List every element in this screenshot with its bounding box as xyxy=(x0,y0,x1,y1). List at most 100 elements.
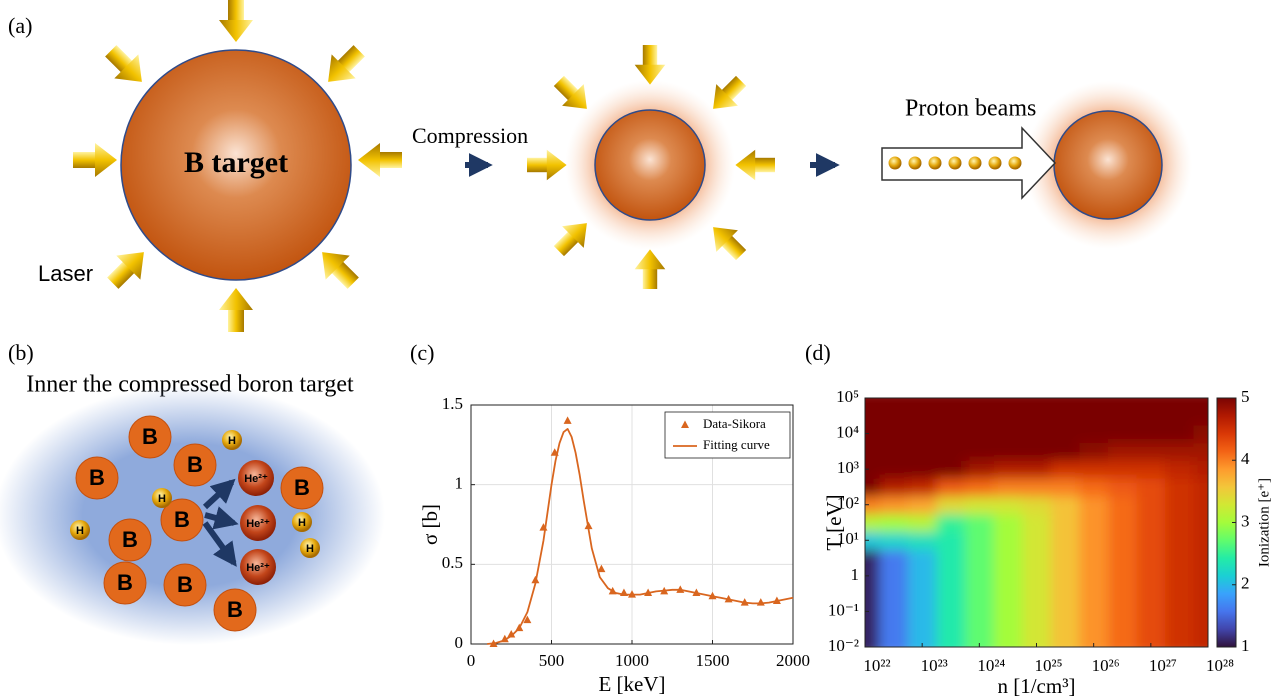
heat-cell xyxy=(908,620,937,638)
proton-label: H xyxy=(298,517,306,529)
laser-arrow xyxy=(735,150,775,181)
boron-label: B xyxy=(294,475,310,500)
heat-cell xyxy=(936,549,965,567)
heat-cell xyxy=(1022,460,1051,478)
heat-cell xyxy=(1079,460,1108,478)
heat-cell xyxy=(1108,620,1137,638)
arrow-head xyxy=(358,143,380,177)
arrow-head xyxy=(735,150,755,181)
y-axis-label: σ [b] xyxy=(418,504,442,545)
heat-cell xyxy=(1079,531,1108,549)
proton xyxy=(1009,157,1022,170)
heat-cell xyxy=(879,496,908,514)
arrow-shaft xyxy=(228,308,244,332)
heat-cell xyxy=(1108,407,1137,425)
heat-cell xyxy=(1137,496,1166,514)
heat-cell xyxy=(965,585,994,603)
legend-label: Data-Sikora xyxy=(703,416,766,431)
y-tick-label: 10⁵ xyxy=(836,387,859,406)
y-tick-label: 10⁻² xyxy=(828,636,859,655)
x-tick-label: 10²³ xyxy=(921,656,948,675)
heat-cell xyxy=(1137,549,1166,567)
boron-label: B xyxy=(177,572,193,597)
heat-cell xyxy=(936,531,965,549)
arrow-head xyxy=(219,20,253,42)
page: { "panels": { "a": {"label": "(a)", "tar… xyxy=(0,0,1275,698)
heat-cell xyxy=(965,425,994,443)
heat-cell xyxy=(1108,531,1137,549)
heat-cell xyxy=(1165,549,1194,567)
laser-arrow xyxy=(316,39,371,94)
arrow-shaft xyxy=(527,158,549,172)
heat-cell xyxy=(994,567,1023,585)
heat-cell xyxy=(908,603,937,621)
heat-cell xyxy=(908,407,937,425)
proton xyxy=(909,157,922,170)
x-tick-label: 10²⁵ xyxy=(1034,656,1062,675)
x-tick-label: 10²⁶ xyxy=(1092,656,1120,675)
heat-cell xyxy=(879,407,908,425)
heat-cell xyxy=(1165,603,1194,621)
heat-cell xyxy=(1165,460,1194,478)
y-tick-label: 1.5 xyxy=(442,394,463,413)
heat-cell xyxy=(1051,603,1080,621)
colorbar-tick-label: 3 xyxy=(1241,511,1250,530)
heat-cell xyxy=(965,496,994,514)
laser-label: Laser xyxy=(38,261,93,286)
laser-arrow xyxy=(635,249,666,289)
proton xyxy=(989,157,1002,170)
heat-cell xyxy=(1022,620,1051,638)
laser-arrow xyxy=(219,288,253,332)
arrow-shaft xyxy=(643,45,657,67)
heat-cell xyxy=(1079,442,1108,460)
x-tick-label: 1000 xyxy=(615,651,649,670)
heat-cell xyxy=(879,514,908,532)
proton xyxy=(949,157,962,170)
heat-cell xyxy=(1137,460,1166,478)
beam-label: Proton beams xyxy=(905,96,1036,122)
heat-cell xyxy=(965,460,994,478)
heat-cell xyxy=(1022,442,1051,460)
x-tick-label: 10²⁸ xyxy=(1206,656,1234,675)
x-tick-label: 10²² xyxy=(863,656,890,675)
heat-cell xyxy=(1137,620,1166,638)
laser-arrow xyxy=(219,0,253,42)
panel-label: (c) xyxy=(410,340,434,365)
heat-cell xyxy=(1022,531,1051,549)
arrow-head xyxy=(547,150,567,181)
heat-cell xyxy=(1051,442,1080,460)
heat-cell xyxy=(1051,460,1080,478)
heat-cell xyxy=(1137,425,1166,443)
heat-cell xyxy=(1051,514,1080,532)
heat-cell xyxy=(908,478,937,496)
proton-label: H xyxy=(76,525,84,537)
heat-cell xyxy=(1022,514,1051,532)
heat-cell xyxy=(1108,460,1137,478)
heat-cell xyxy=(908,585,937,603)
heat-cell xyxy=(908,514,937,532)
heat-cell xyxy=(994,603,1023,621)
heat-cell xyxy=(1165,425,1194,443)
heat-cell xyxy=(1165,442,1194,460)
heat-cell xyxy=(965,478,994,496)
target xyxy=(1054,111,1162,219)
laser-arrow xyxy=(527,150,567,181)
heat-cell xyxy=(936,407,965,425)
heat-cell xyxy=(1137,585,1166,603)
arrow-head xyxy=(219,288,253,310)
heat-cell xyxy=(1079,478,1108,496)
helium-label: He²⁺ xyxy=(246,518,270,530)
heat-cell xyxy=(1079,425,1108,443)
arrow-shaft xyxy=(643,267,657,289)
heat-cell xyxy=(879,442,908,460)
heat-cell xyxy=(1079,407,1108,425)
heat-cell xyxy=(908,496,937,514)
x-tick-label: 1500 xyxy=(696,651,730,670)
y-tick-label: 10³ xyxy=(837,458,859,477)
heat-cell xyxy=(908,567,937,585)
heat-cell xyxy=(936,514,965,532)
y-tick-label: 1 xyxy=(851,565,860,584)
heat-cell xyxy=(994,620,1023,638)
arrow-shaft xyxy=(753,158,775,172)
heat-cell xyxy=(1137,603,1166,621)
